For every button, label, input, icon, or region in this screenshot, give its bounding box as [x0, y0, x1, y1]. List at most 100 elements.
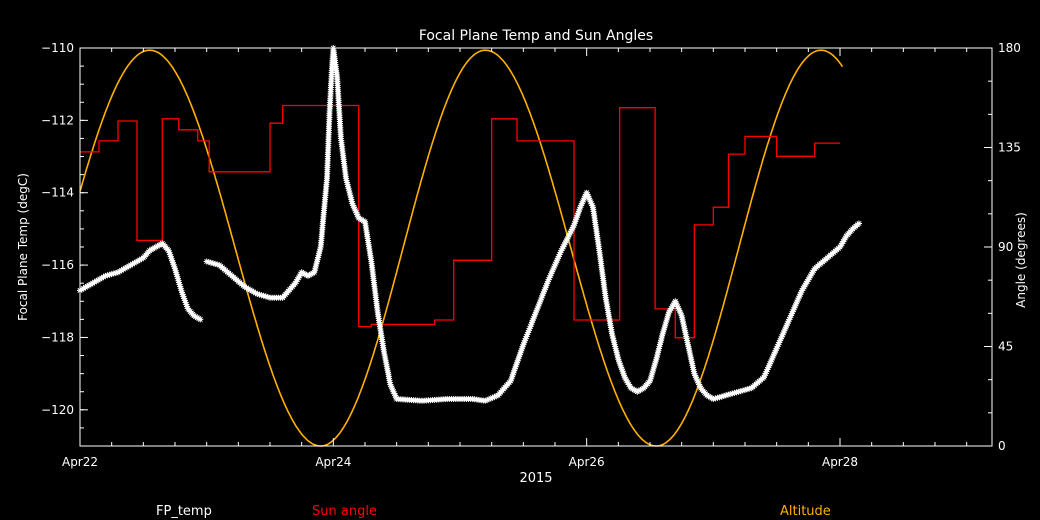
fp-temp-point — [729, 390, 736, 397]
fp-temp-point — [264, 294, 271, 301]
fp-temp-point — [493, 393, 500, 400]
fp-temp-point — [104, 272, 111, 279]
fp-temp-point — [172, 265, 178, 272]
y-left-tick-label: −120 — [41, 403, 74, 417]
fp-temp-point — [776, 339, 783, 346]
y-axis-left-label: Focal Plane Temp (degC) — [16, 173, 30, 321]
fp-temp-point — [106, 271, 113, 278]
fp-temp-point — [581, 195, 588, 202]
fp-temp-point — [560, 243, 567, 250]
fp-temp-point — [613, 347, 620, 354]
fp-temp-point — [544, 278, 551, 285]
fp-temp-point — [534, 305, 541, 312]
y-left-tick-label: −116 — [41, 258, 74, 272]
fp-temp-point — [779, 331, 786, 338]
fp-temp-point — [696, 383, 703, 390]
fp-temp-point — [735, 388, 742, 395]
fp-temp-point — [572, 218, 579, 225]
fp-temp-point — [317, 246, 324, 253]
fp-temp-point — [507, 377, 514, 384]
y-right-tick-label: 45 — [998, 340, 1013, 354]
fp-temp-point — [514, 359, 520, 366]
fp-temp-point — [673, 300, 680, 307]
fp-temp-point — [516, 353, 523, 360]
y-left-tick-label: −118 — [41, 330, 74, 344]
fp-temp-point — [349, 200, 356, 207]
fp-temp-point — [518, 347, 525, 354]
fp-temp-point — [768, 356, 775, 363]
fp-temp-point — [788, 310, 795, 317]
fp-temp-point — [541, 286, 548, 293]
fp-temp-point — [212, 260, 219, 267]
fp-temp-point — [555, 255, 561, 262]
fp-temp-point — [167, 251, 174, 258]
fp-temp-point — [651, 362, 658, 369]
fp-temp-point — [660, 326, 667, 333]
fp-temp-point — [540, 288, 547, 295]
fp-temp-point — [521, 339, 528, 346]
fp-temp-point — [136, 256, 143, 263]
fp-temp-point — [540, 290, 547, 297]
fp-temp-point — [550, 265, 557, 271]
fp-temp-point — [486, 396, 492, 403]
fp-temp-point — [519, 343, 526, 350]
fp-temp-point — [725, 391, 732, 398]
fp-temp-point — [491, 393, 498, 400]
fp-temp-point — [513, 361, 520, 368]
fp-temp-point — [169, 257, 176, 264]
fp-temp-point — [766, 360, 773, 367]
fp-temp-point — [673, 301, 680, 308]
fp-temp-point — [578, 202, 585, 209]
fp-temp-point — [561, 241, 568, 248]
fp-temp-point — [764, 366, 771, 373]
fp-temp-point — [112, 269, 119, 276]
fp-temp-point — [797, 291, 804, 298]
fp-temp-point — [555, 253, 562, 260]
fp-temp-point — [737, 388, 744, 395]
fp-temp-point — [181, 295, 188, 302]
fp-temp-point — [173, 271, 180, 278]
fp-temp-point — [712, 395, 719, 402]
fp-temp-point — [570, 224, 576, 231]
fp-temp-point — [82, 284, 89, 291]
fp-temp-point — [651, 364, 657, 371]
fp-temp-point — [585, 193, 592, 200]
fp-temp-point — [809, 269, 816, 276]
fp-temp-point — [786, 316, 793, 323]
fp-temp-point — [293, 278, 300, 285]
fp-temp-point — [746, 385, 753, 392]
fp-temp-point — [573, 214, 580, 221]
fp-temp-point — [559, 245, 566, 252]
fp-temp-point — [514, 357, 521, 364]
fp-temp-point — [564, 235, 571, 242]
fp-temp-point — [91, 279, 98, 286]
fp-temp-point — [523, 333, 530, 340]
fp-temp-point — [763, 368, 770, 375]
fp-temp-point — [791, 304, 798, 311]
fp-temp-point — [122, 265, 129, 272]
altitude-series-line — [79, 49, 844, 447]
fp-temp-point — [586, 197, 593, 203]
fp-temp-point — [669, 303, 676, 310]
x-tick-label: Apr28 — [822, 455, 858, 469]
fp-temp-point — [733, 389, 740, 396]
fp-temp-point — [696, 381, 703, 388]
fp-temp-point — [343, 177, 350, 184]
fp-temp-point — [766, 362, 773, 369]
fp-temp-point — [806, 274, 813, 281]
fp-temp-point — [793, 299, 800, 305]
series-layer — [77, 45, 862, 447]
fp-temp-point — [354, 211, 361, 218]
fp-temp-point — [546, 274, 553, 281]
fp-temp-point — [571, 222, 577, 229]
fp-temp-point — [537, 299, 543, 305]
fp-temp-point — [536, 301, 543, 307]
fp-temp-point — [578, 200, 585, 207]
fp-temp-point — [793, 300, 800, 307]
fp-temp-point — [172, 267, 179, 274]
fp-temp-point — [647, 377, 653, 384]
fp-temp-point — [648, 372, 655, 378]
fp-temp-point — [543, 282, 550, 289]
fp-temp-point — [509, 371, 516, 378]
fp-temp-point — [553, 259, 560, 266]
